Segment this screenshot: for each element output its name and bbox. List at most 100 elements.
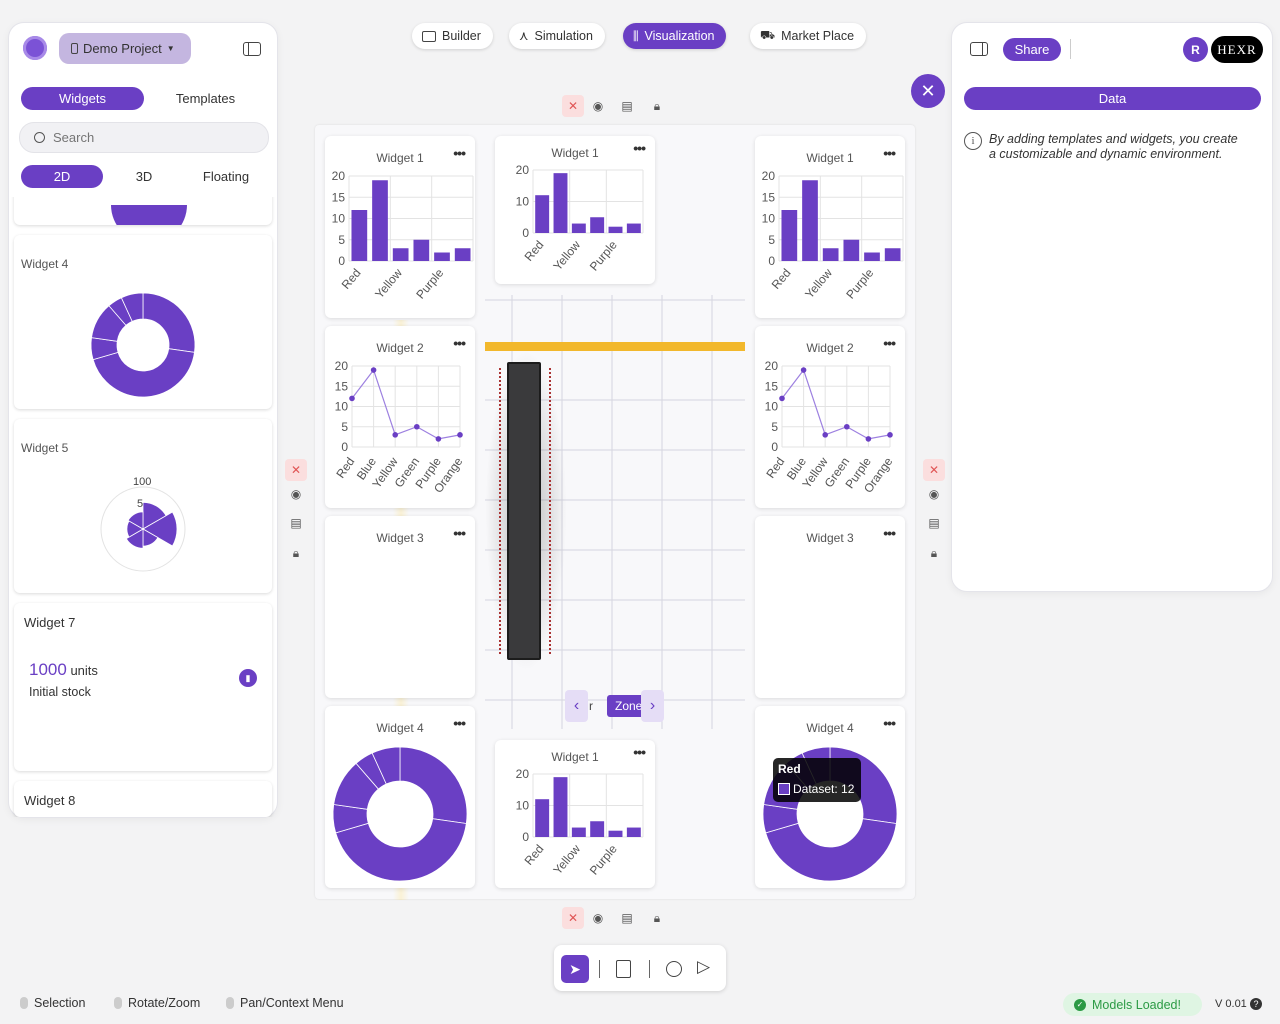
close-icon[interactable]: ✕: [923, 459, 945, 481]
tab-visualization[interactable]: ⫼ Visualization: [623, 23, 727, 49]
bar[interactable]: [864, 252, 880, 262]
bar[interactable]: [608, 830, 623, 837]
tools-fab[interactable]: ✕: [911, 74, 945, 108]
zone-prev-button[interactable]: ‹: [565, 690, 588, 722]
widget-2-card[interactable]: Widget 2 ••• 0 5 10 15 20 Red Blue Yellow Green Pur…: [325, 326, 475, 508]
more-options-icon[interactable]: •••: [883, 525, 896, 541]
search-input[interactable]: [53, 130, 243, 145]
data-point[interactable]: [457, 432, 463, 438]
widget-card-4[interactable]: Widget 4: [14, 235, 272, 409]
more-options-icon[interactable]: •••: [453, 525, 466, 541]
bar[interactable]: [884, 248, 901, 261]
doughnut-slice[interactable]: [371, 746, 401, 785]
bar[interactable]: [822, 248, 839, 261]
data-point[interactable]: [414, 423, 420, 430]
more-options-icon[interactable]: •••: [453, 335, 466, 351]
bar[interactable]: [553, 777, 568, 837]
panel-toggle-icon[interactable]: [970, 42, 988, 56]
comment-icon[interactable]: [666, 961, 682, 977]
widget-card-5[interactable]: Widget 5 100 5: [14, 419, 272, 593]
tab-builder[interactable]: Builder: [412, 23, 493, 49]
more-options-icon[interactable]: •••: [883, 715, 896, 731]
eye-icon[interactable]: ◉: [592, 911, 604, 925]
close-icon[interactable]: ✕: [562, 95, 584, 117]
widget-3-card-right[interactable]: Widget 3 •••: [755, 516, 905, 698]
widget-1-card[interactable]: Widget 1 ••• 0 5 10 15 20 Red Yellow Purple: [325, 136, 475, 318]
zone-next-button[interactable]: ›: [641, 690, 664, 722]
data-point[interactable]: [392, 432, 398, 438]
data-point[interactable]: [779, 395, 785, 402]
bar[interactable]: [553, 173, 568, 233]
widget-card-7[interactable]: Widget 7 1000 units Initial stock ▮: [14, 603, 272, 771]
data-point[interactable]: [435, 436, 442, 442]
lock-icon[interactable]: 🔒︎: [653, 98, 661, 113]
more-options-icon[interactable]: •••: [453, 145, 466, 161]
bar[interactable]: [351, 210, 368, 261]
more-options-icon[interactable]: •••: [633, 140, 646, 156]
data-tab[interactable]: Data: [964, 87, 1261, 110]
widget-1-card-bottom[interactable]: Widget 1 ••• 0 10 20 Red Yellow Purple: [495, 740, 655, 888]
lock-icon[interactable]: 🔒︎: [653, 910, 661, 925]
more-options-icon[interactable]: •••: [453, 715, 466, 731]
calendar-icon[interactable]: ▤: [290, 516, 302, 530]
polar-segment[interactable]: [125, 528, 144, 549]
lock-icon[interactable]: 🔒︎: [292, 545, 300, 560]
mode-2d[interactable]: 2D: [21, 165, 103, 188]
polar-segment[interactable]: [127, 511, 144, 530]
bar[interactable]: [571, 827, 586, 837]
bookmark-icon[interactable]: [616, 960, 631, 978]
bar[interactable]: [535, 799, 550, 837]
more-options-icon[interactable]: •••: [633, 744, 646, 760]
doughnut-slice[interactable]: [120, 292, 144, 322]
sidebar-toggle-icon[interactable]: [243, 42, 261, 56]
close-icon[interactable]: ✕: [562, 907, 584, 929]
share-button[interactable]: Share: [1003, 38, 1061, 61]
doughnut-slice[interactable]: [765, 818, 897, 882]
more-options-icon[interactable]: •••: [883, 335, 896, 351]
bar[interactable]: [571, 223, 586, 233]
app-logo-icon[interactable]: [23, 36, 47, 60]
tab-simulation[interactable]: ⋏ Simulation: [509, 23, 605, 49]
widget-card-partial[interactable]: [14, 197, 272, 225]
mode-floating[interactable]: Floating: [202, 169, 250, 184]
tab-market-place[interactable]: ⛟ Market Place: [750, 23, 867, 49]
bar[interactable]: [590, 217, 605, 233]
bar[interactable]: [434, 252, 450, 262]
doughnut-slice[interactable]: [399, 746, 468, 824]
data-point[interactable]: [865, 436, 872, 442]
doughnut-slice[interactable]: [335, 818, 467, 882]
widget-1-card-top[interactable]: Widget 1 ••• 0 10 20 Red Yellow Purple: [495, 136, 655, 284]
data-point[interactable]: [800, 367, 807, 373]
data-point[interactable]: [844, 423, 850, 430]
bar[interactable]: [626, 223, 641, 233]
bar[interactable]: [413, 239, 430, 261]
bar[interactable]: [392, 248, 409, 261]
mode-3d[interactable]: 3D: [135, 169, 153, 184]
machine-model[interactable]: [485, 350, 567, 672]
widget-2-card-right[interactable]: Widget 2 ••• 0 5 10 15 20 Red Blue Yellow Green Pur…: [755, 326, 905, 508]
data-point[interactable]: [887, 432, 893, 438]
tab-templates[interactable]: Templates: [175, 91, 236, 106]
bar[interactable]: [454, 248, 471, 261]
bar[interactable]: [781, 210, 798, 261]
more-options-icon[interactable]: •••: [883, 145, 896, 161]
widget-card-8[interactable]: Widget 8: [14, 781, 272, 817]
calendar-icon[interactable]: ▤: [621, 99, 633, 113]
cursor-tool-button[interactable]: ➤: [561, 955, 589, 983]
widget-4-card[interactable]: Widget 4 •••: [325, 706, 475, 888]
search-box[interactable]: [19, 122, 269, 153]
zone-button[interactable]: Zone: [607, 695, 645, 717]
bar[interactable]: [535, 195, 550, 233]
widget-list[interactable]: Widget 4 Widget 5 100 5 Widget 7 1000 un…: [8, 197, 278, 817]
help-icon[interactable]: ?: [1250, 998, 1262, 1010]
eye-icon[interactable]: ◉: [592, 99, 604, 113]
data-point[interactable]: [822, 432, 828, 438]
data-point[interactable]: [370, 367, 377, 373]
bar[interactable]: [802, 180, 818, 261]
tab-widgets[interactable]: Widgets: [21, 87, 144, 110]
avatar[interactable]: R: [1183, 37, 1208, 62]
polar-segment[interactable]: [142, 511, 178, 547]
project-dropdown[interactable]: Demo Project ▼: [59, 33, 191, 64]
eye-icon[interactable]: ◉: [928, 487, 940, 501]
eye-icon[interactable]: ◉: [290, 487, 302, 501]
